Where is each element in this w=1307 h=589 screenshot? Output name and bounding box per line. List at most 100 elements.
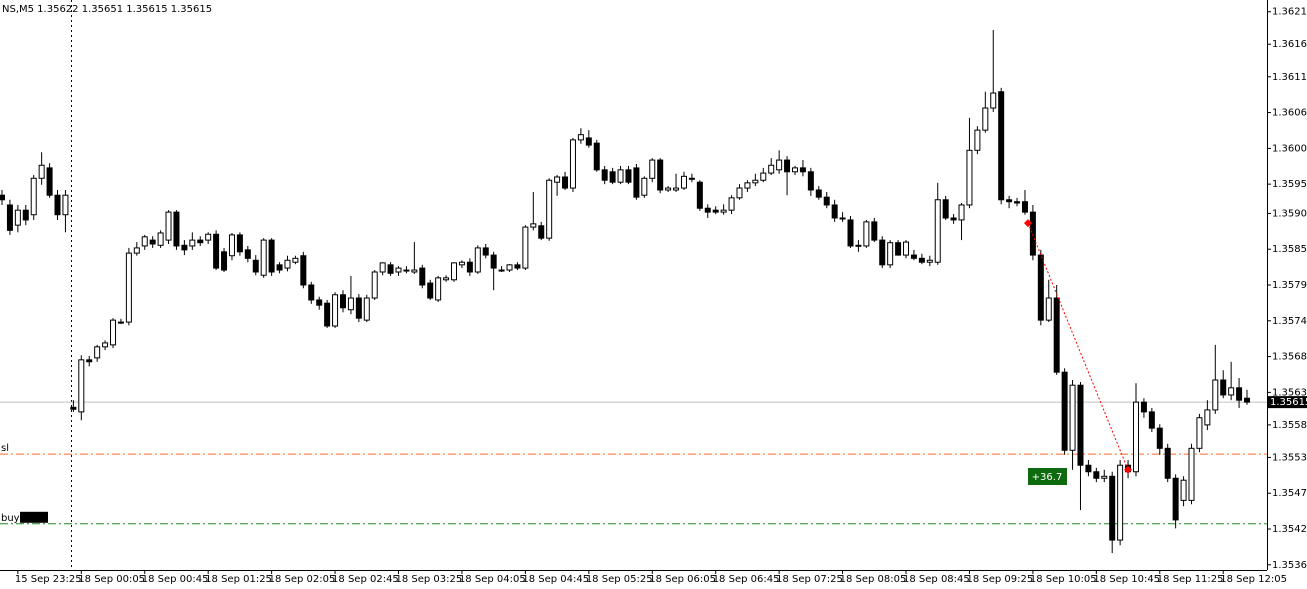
candle-body xyxy=(197,239,204,244)
candle-body xyxy=(117,321,124,324)
candle-body xyxy=(736,187,743,199)
candle-body xyxy=(0,194,5,201)
candle-body xyxy=(1117,464,1124,541)
candle-body xyxy=(189,239,196,247)
candle-body xyxy=(625,169,632,183)
candle-body xyxy=(419,267,426,286)
candle-body xyxy=(562,176,569,189)
y-tick-label: 1.36165 xyxy=(1272,39,1307,50)
candle-body xyxy=(1085,464,1092,473)
candle-body xyxy=(403,269,410,272)
candle-body xyxy=(268,239,275,273)
candle-body xyxy=(577,134,584,141)
candle-body xyxy=(94,346,101,359)
candle-body xyxy=(363,297,370,321)
level-label: sl xyxy=(1,443,9,454)
x-tick-label: 18 Sep 11:25 xyxy=(1157,574,1224,585)
candle-body xyxy=(530,223,537,228)
candle-body xyxy=(609,171,616,183)
candle-body xyxy=(1236,387,1243,401)
candle-body xyxy=(593,142,600,171)
x-tick-label: 18 Sep 08:05 xyxy=(840,574,907,585)
candle-body xyxy=(443,277,450,281)
candle-body xyxy=(435,277,442,301)
candle-body xyxy=(792,167,798,173)
candle-body xyxy=(633,167,640,198)
y-tick-label: 1.35850 xyxy=(1272,244,1307,255)
candle-body xyxy=(950,217,957,221)
candle-body xyxy=(926,259,933,263)
candle-body xyxy=(1140,401,1147,413)
candle-body xyxy=(221,251,228,271)
candle-body xyxy=(815,189,822,198)
candle-body xyxy=(244,249,251,259)
candle-body xyxy=(149,239,156,245)
candle-body xyxy=(339,294,346,309)
candle-body xyxy=(934,199,941,263)
candle-body xyxy=(395,267,402,273)
x-tick-label: 18 Sep 09:25 xyxy=(966,574,1033,585)
candle-body xyxy=(712,209,719,213)
candle-body xyxy=(641,177,648,196)
x-tick-label: 18 Sep 00:05 xyxy=(78,574,145,585)
candle-body xyxy=(966,149,973,206)
candle-body xyxy=(482,247,489,256)
candle-body xyxy=(1093,471,1100,479)
candle-body xyxy=(546,179,553,239)
candle-body xyxy=(1204,409,1211,426)
level-tag xyxy=(20,511,48,523)
candle-body xyxy=(110,319,117,346)
candle-body xyxy=(895,242,902,256)
candle-body xyxy=(506,264,513,271)
x-tick-label: 18 Sep 08:45 xyxy=(903,574,970,585)
candle-body xyxy=(688,177,695,180)
candle-body xyxy=(490,254,497,269)
candle-body xyxy=(411,269,418,273)
candle-body xyxy=(427,282,434,299)
trade-line xyxy=(1027,222,1129,470)
candle-body xyxy=(918,257,925,263)
candle-body xyxy=(1156,427,1163,449)
candle-body xyxy=(141,236,148,247)
x-tick-label: 18 Sep 00:45 xyxy=(142,574,209,585)
candle-body xyxy=(728,197,735,211)
candle-body xyxy=(54,194,61,216)
y-tick-label: 1.35580 xyxy=(1272,420,1307,431)
y-tick-label: 1.36060 xyxy=(1272,108,1307,119)
candle-body xyxy=(799,167,806,173)
candle-body xyxy=(133,247,140,254)
y-tick-label: 1.36215 xyxy=(1272,7,1307,18)
y-tick-label: 1.35950 xyxy=(1272,179,1307,190)
candle-body xyxy=(355,297,362,319)
candle-body xyxy=(1077,384,1084,466)
candle-body xyxy=(30,177,37,216)
candle-body xyxy=(744,182,751,189)
x-tick-label: 18 Sep 04:45 xyxy=(522,574,589,585)
candle-body xyxy=(165,211,172,241)
x-tick-label: 18 Sep 07:25 xyxy=(776,574,843,585)
candle-body xyxy=(752,179,759,184)
candle-body xyxy=(760,172,767,181)
candle-body xyxy=(998,91,1005,201)
candle-body xyxy=(990,92,997,109)
candle-body xyxy=(236,234,243,253)
candle-body xyxy=(1101,475,1108,479)
candle-body xyxy=(569,139,576,189)
candle-body xyxy=(839,217,846,220)
y-tick-label: 1.35905 xyxy=(1272,208,1307,219)
candle-body xyxy=(300,255,307,286)
candle-body xyxy=(1220,379,1227,396)
candle-body xyxy=(863,221,870,247)
candle-body xyxy=(316,299,323,306)
candle-body xyxy=(958,204,965,221)
candle-body xyxy=(252,259,259,273)
x-tick-label: 15 Sep 23:25 xyxy=(15,574,82,585)
candle-body xyxy=(125,252,132,323)
candle-body xyxy=(292,257,299,263)
candle-body xyxy=(308,284,315,301)
y-tick-label: 1.36005 xyxy=(1272,143,1307,154)
trade-entry xyxy=(1024,219,1032,228)
candle-body xyxy=(1180,479,1187,501)
x-tick-label: 18 Sep 06:05 xyxy=(649,574,716,585)
